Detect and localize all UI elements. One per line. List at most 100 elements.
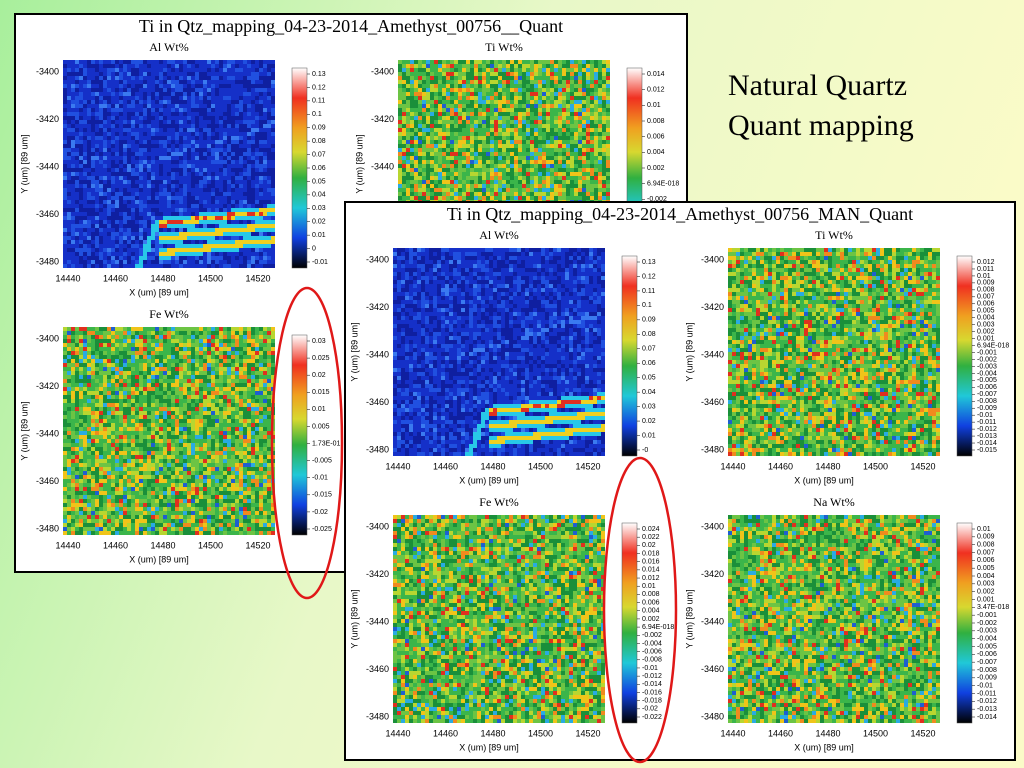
- y-tick-label: -3440: [701, 616, 724, 626]
- colorbar-label: 0.09: [642, 317, 656, 324]
- colorbar-label: 0.005: [977, 308, 995, 315]
- colorbar-label: -0.014: [977, 714, 997, 721]
- colorbar: [291, 334, 308, 536]
- colorbar-label: -0.006: [977, 651, 997, 658]
- x-tick-label: 14440: [385, 461, 410, 471]
- colorbar-label: 0.022: [642, 534, 660, 541]
- y-tick-label: -3400: [366, 521, 389, 531]
- highlight-ellipse: [270, 286, 344, 600]
- y-tick-label: -3480: [701, 711, 724, 721]
- x-tick-label: 14520: [910, 461, 935, 471]
- colorbar-label: -0.006: [642, 648, 662, 655]
- colorbar-label: -0.004: [977, 370, 997, 377]
- y-tick-label: -3420: [36, 114, 59, 124]
- x-tick-label: 14480: [150, 540, 175, 550]
- colorbar-label: -0.008: [642, 657, 662, 664]
- colorbar-label: 0.001: [977, 596, 995, 603]
- colorbar-label: 0.1: [642, 302, 652, 309]
- y-tick-label: -3400: [371, 66, 394, 76]
- y-axis-label: Y (um) [89 um]: [349, 322, 359, 381]
- colorbar-label: 0.03: [312, 338, 326, 345]
- y-tick-label: -3440: [36, 161, 59, 171]
- colorbar-label: 0.018: [642, 550, 660, 557]
- colorbar-label: 0.008: [642, 591, 660, 598]
- x-axis-label: X (um) [89 um]: [129, 287, 189, 297]
- colorbar-label: 0.025: [312, 355, 330, 362]
- colorbar-label: 0.11: [642, 288, 655, 295]
- colorbar-label: 0.005: [312, 423, 330, 430]
- x-axis-label: X (um) [89 um]: [794, 742, 854, 752]
- colorbar-label: -0.002: [647, 196, 667, 203]
- map-texture: [393, 515, 601, 723]
- y-tick-label: -3440: [701, 349, 724, 359]
- colorbar-label: 0.015: [312, 389, 330, 396]
- map-texture: [393, 248, 605, 456]
- colorbar-label: -0.007: [977, 659, 997, 666]
- colorbar-label: 0.002: [977, 328, 995, 335]
- map-texture: [63, 60, 275, 268]
- map-plot: Fe Wt% -3400 -3420 -3440 -3460 -3480 14440 1446…: [349, 495, 674, 753]
- x-tick-label: 14520: [910, 728, 935, 738]
- map-title: Ti Wt%: [815, 228, 853, 242]
- colorbar-label: -0.004: [642, 640, 662, 647]
- colorbar-label: 0.004: [642, 608, 660, 615]
- x-tick-label: 14500: [863, 728, 888, 738]
- colorbar-label: -0.009: [977, 405, 997, 412]
- colorbar-label: -0.015: [312, 492, 332, 499]
- colorbar-label: 0.002: [977, 589, 995, 596]
- map-texture: [63, 327, 275, 535]
- y-tick-label: -3480: [36, 256, 59, 266]
- colorbar-label: 0.07: [642, 346, 656, 353]
- colorbar-label: -0.014: [977, 440, 997, 447]
- colorbar-label: 0.1: [312, 111, 322, 118]
- x-tick-label: 14480: [150, 273, 175, 283]
- colorbar-label: 0.014: [647, 71, 665, 78]
- colorbar-label: 0.08: [642, 331, 656, 338]
- colorbar-label: 0.001: [977, 335, 995, 342]
- colorbar-label: 0.01: [312, 406, 326, 413]
- map-texture: [728, 248, 940, 456]
- map-texture: [398, 60, 610, 268]
- panel-title: Ti in Qtz_mapping_04-23-2014_Amethyst_00…: [447, 204, 913, 224]
- colorbar-label: 0.012: [647, 87, 665, 94]
- x-axis-label: X (um) [89 um]: [459, 742, 519, 752]
- colorbar-label: 0.12: [642, 273, 656, 280]
- colorbar-label: -0.013: [977, 433, 997, 440]
- colorbar-label: -0.003: [977, 363, 997, 370]
- colorbar-label: -0.012: [977, 698, 997, 705]
- x-tick-label: 14440: [720, 461, 745, 471]
- x-tick-label: 14520: [245, 540, 270, 550]
- colorbar-label: -0.011: [977, 690, 996, 697]
- colorbar-label: -0.005: [977, 377, 997, 384]
- colorbar-label: 0.008: [977, 287, 995, 294]
- colorbar-label: -0.001: [977, 612, 997, 619]
- map-texture: [63, 327, 275, 535]
- colorbar-label: 0.014: [642, 567, 660, 574]
- y-tick-label: -3420: [36, 381, 59, 391]
- colorbar: [956, 255, 973, 457]
- colorbar-label: 0.03: [642, 403, 656, 410]
- map-texture: [398, 60, 610, 268]
- colorbar-label: 0.08: [312, 138, 326, 145]
- x-tick-label: 14440: [55, 273, 80, 283]
- colorbar-label: 0: [312, 245, 316, 252]
- colorbar-label: -0.015: [977, 447, 997, 454]
- x-axis-label: X (um) [89 um]: [459, 475, 519, 485]
- map-texture: [159, 208, 275, 256]
- x-tick-label: 14500: [528, 728, 553, 738]
- y-tick-label: -3420: [366, 302, 389, 312]
- y-axis-label: Y (um) [89 um]: [19, 401, 29, 460]
- colorbar-label: -0.012: [642, 673, 662, 680]
- colorbar-label: 0.008: [647, 118, 665, 125]
- colorbar-label: -0.02: [312, 509, 328, 516]
- colorbar-label: 0.009: [977, 534, 995, 541]
- map-texture: [489, 396, 605, 444]
- x-tick-label: 14460: [103, 540, 128, 550]
- y-tick-label: -3480: [366, 444, 389, 454]
- map-plot: Fe Wt% -3400 -3420 -3440 -3460 -3480 14440 1446…: [19, 307, 340, 565]
- slide-title: Quant mapping: [728, 109, 914, 142]
- map-plot: Al Wt% -3400 -3420 -3440 -3460 -3480 14440 1446…: [349, 228, 655, 486]
- map-texture: [728, 515, 940, 723]
- y-tick-label: -3420: [366, 569, 389, 579]
- colorbar-label: 0.003: [977, 322, 995, 329]
